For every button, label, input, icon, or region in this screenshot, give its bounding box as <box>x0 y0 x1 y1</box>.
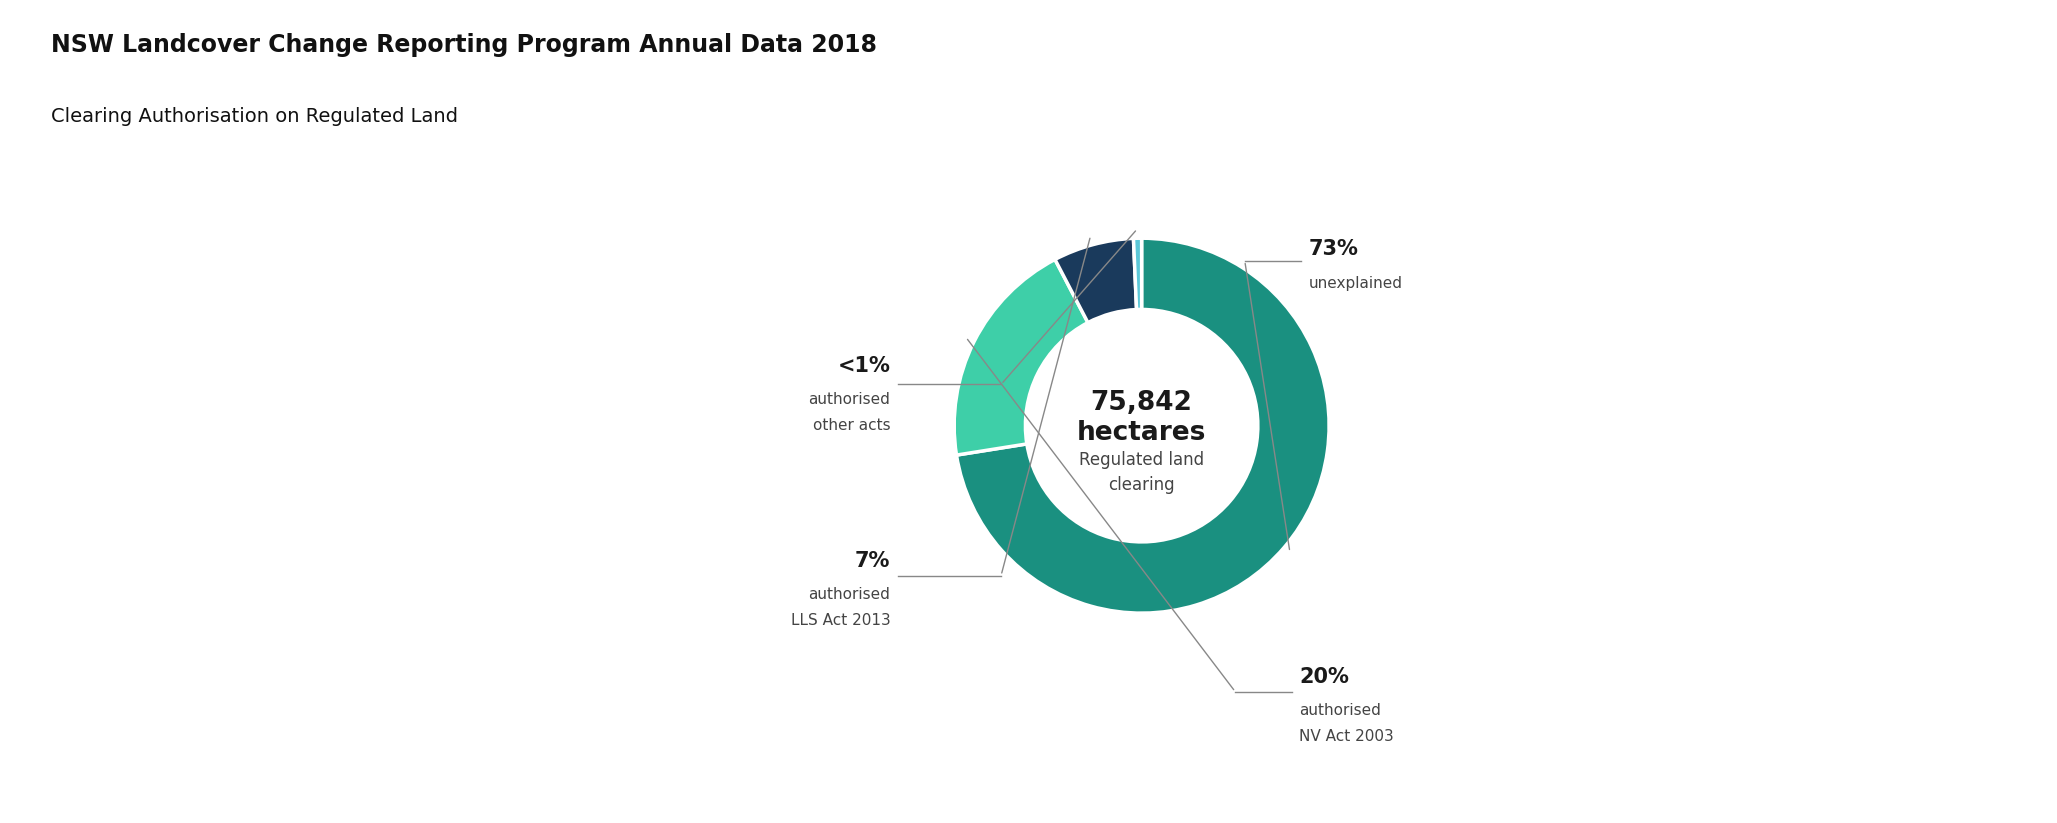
Text: authorised: authorised <box>808 392 891 407</box>
Text: <1%: <1% <box>837 356 891 375</box>
Text: authorised: authorised <box>1300 703 1380 718</box>
Wedge shape <box>1055 239 1138 323</box>
Text: 73%: 73% <box>1308 239 1358 259</box>
Text: unexplained: unexplained <box>1308 276 1403 291</box>
Text: Regulated land
clearing: Regulated land clearing <box>1080 451 1203 494</box>
Wedge shape <box>957 238 1329 613</box>
Text: NV Act 2003: NV Act 2003 <box>1300 729 1395 744</box>
Wedge shape <box>1133 238 1142 309</box>
Text: hectares: hectares <box>1078 421 1205 446</box>
Text: LLS Act 2013: LLS Act 2013 <box>790 613 891 628</box>
Text: 20%: 20% <box>1300 667 1349 687</box>
Wedge shape <box>954 259 1088 455</box>
Text: other acts: other acts <box>813 418 891 433</box>
Text: NSW Landcover Change Reporting Program Annual Data 2018: NSW Landcover Change Reporting Program A… <box>51 33 878 57</box>
Text: Clearing Authorisation on Regulated Land: Clearing Authorisation on Regulated Land <box>51 107 459 126</box>
Text: 7%: 7% <box>856 551 891 570</box>
Text: 75,842: 75,842 <box>1090 390 1193 416</box>
Text: authorised: authorised <box>808 587 891 602</box>
